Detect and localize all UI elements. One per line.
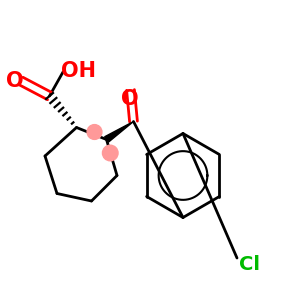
Text: O: O (6, 71, 23, 91)
Text: OH: OH (61, 61, 96, 81)
Polygon shape (105, 122, 134, 142)
Text: O: O (121, 89, 138, 109)
Circle shape (103, 145, 118, 161)
Circle shape (87, 124, 102, 140)
Text: Cl: Cl (238, 254, 260, 274)
